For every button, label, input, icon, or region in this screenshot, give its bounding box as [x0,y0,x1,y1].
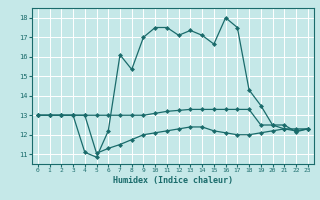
X-axis label: Humidex (Indice chaleur): Humidex (Indice chaleur) [113,176,233,185]
